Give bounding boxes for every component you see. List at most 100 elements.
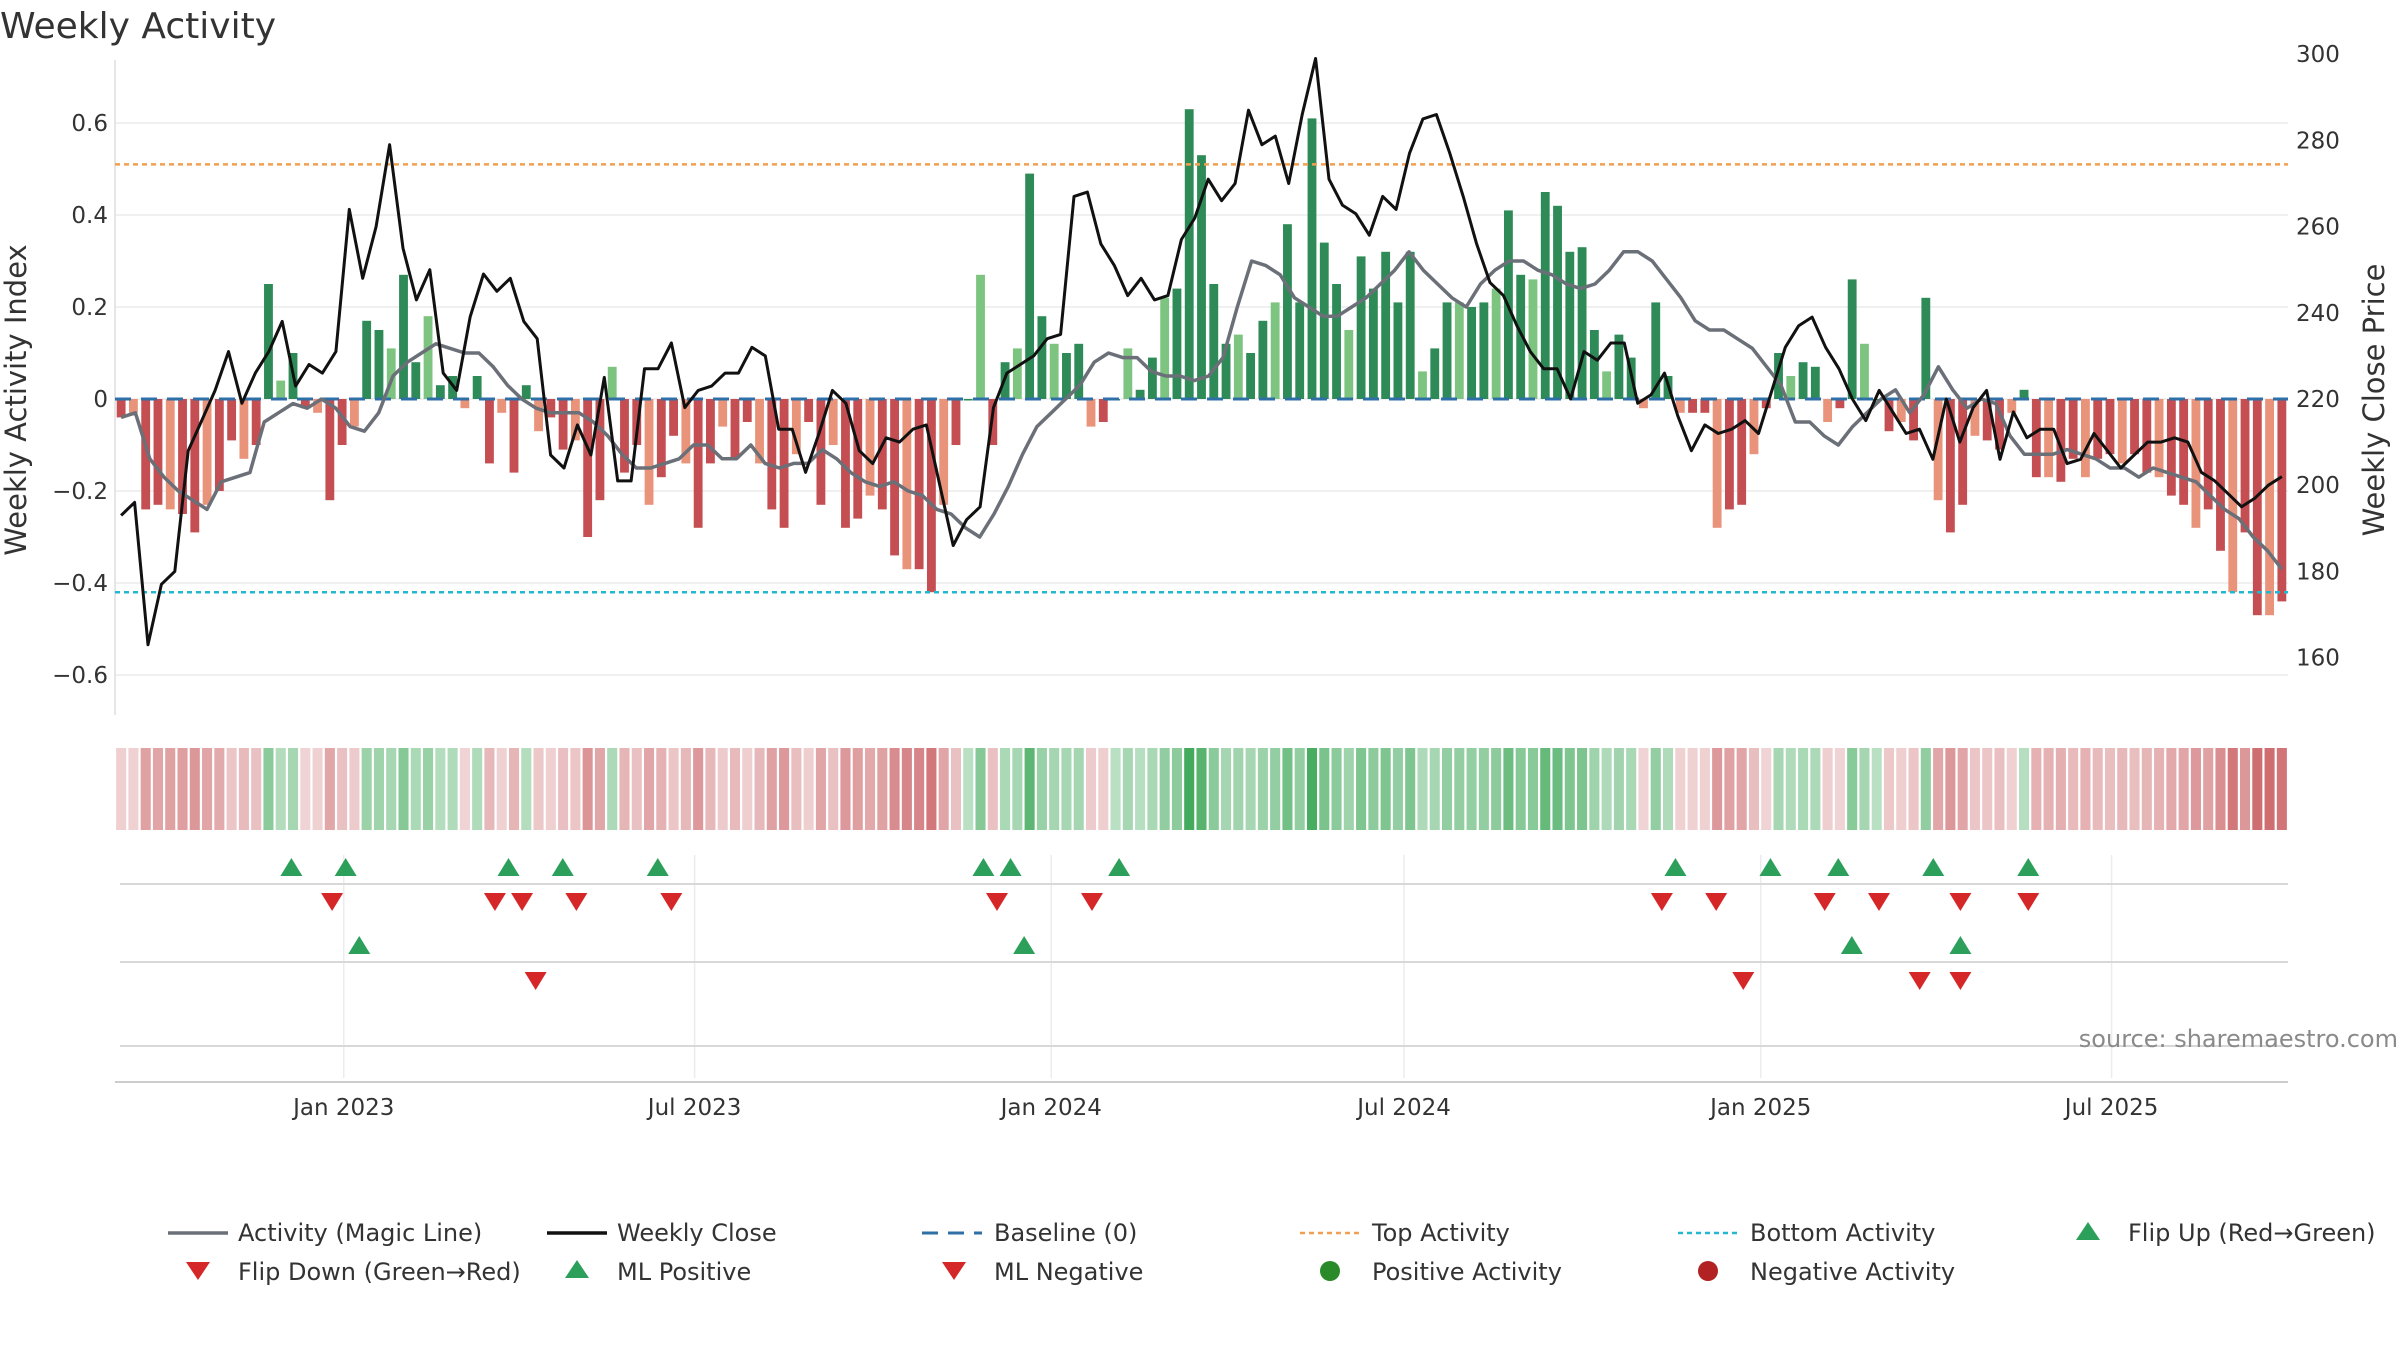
activity-strip-cell bbox=[2252, 748, 2263, 830]
activity-bar bbox=[349, 399, 359, 427]
y-tick-label-left: −0.4 bbox=[52, 571, 108, 597]
activity-strip-cell bbox=[558, 748, 569, 830]
activity-bar bbox=[1737, 399, 1747, 505]
chart-title: Weekly Activity bbox=[0, 6, 276, 47]
activity-bar bbox=[2240, 399, 2250, 533]
activity-bar bbox=[1344, 330, 1354, 399]
activity-bar bbox=[1774, 353, 1783, 399]
activity-strip-cell bbox=[1798, 748, 1809, 830]
activity-bar bbox=[411, 362, 421, 399]
activity-bar bbox=[128, 399, 138, 413]
legend-label: Negative Activity bbox=[1750, 1258, 1955, 1286]
activity-strip-cell bbox=[1319, 748, 1330, 830]
activity-bar bbox=[2007, 399, 2017, 413]
activity-bar bbox=[1393, 302, 1403, 399]
activity-bar bbox=[656, 399, 666, 478]
activity-strip-cell bbox=[1294, 748, 1305, 830]
legend-item-positive-activity: Positive Activity bbox=[1320, 1258, 1562, 1286]
activity-bar bbox=[1553, 205, 1562, 399]
activity-bar bbox=[1135, 389, 1145, 399]
legend-item-negative-activity: Negative Activity bbox=[1698, 1258, 1955, 1286]
ml-negative-icon bbox=[942, 1262, 966, 1280]
activity-strip-cell bbox=[1933, 748, 1944, 830]
activity-strip-cell bbox=[508, 748, 520, 830]
activity-strip-cell bbox=[1748, 748, 1759, 830]
activity-strip-cell bbox=[975, 748, 986, 830]
ml-negative-marker bbox=[660, 893, 683, 911]
activity-bar bbox=[300, 399, 310, 409]
activity-bar bbox=[1589, 330, 1599, 399]
activity-bar bbox=[693, 399, 703, 528]
activity-strip-cell bbox=[1110, 748, 1121, 830]
activity-bar bbox=[939, 399, 949, 505]
activity-strip-cell bbox=[1883, 748, 1895, 830]
activity-bar bbox=[1860, 343, 1869, 399]
activity-strip-cell bbox=[852, 748, 863, 830]
activity-bar bbox=[1356, 256, 1366, 399]
activity-strip-cell bbox=[2203, 748, 2214, 830]
ml-positive-marker bbox=[280, 858, 303, 876]
activity-strip-cell bbox=[2141, 748, 2152, 830]
legend-item-top-activity: Top Activity bbox=[1300, 1219, 1510, 1247]
ml-negative-marker bbox=[1080, 893, 1103, 911]
activity-bar bbox=[521, 385, 531, 399]
activity-bar bbox=[2265, 399, 2275, 616]
activity-bar bbox=[1810, 366, 1820, 399]
activity-strip-cell bbox=[2215, 748, 2226, 830]
activity-strip-cell bbox=[1061, 748, 1072, 830]
activity-bar bbox=[595, 399, 605, 501]
ml-positive-marker bbox=[2017, 858, 2040, 876]
activity-bar bbox=[791, 399, 801, 455]
activity-strip-cell bbox=[1147, 748, 1158, 830]
activity-strip-cell bbox=[1380, 748, 1391, 830]
legend-label: Flip Up (Red→Green) bbox=[2128, 1219, 2376, 1247]
activity-strip-cell bbox=[963, 748, 974, 830]
activity-strip-cell bbox=[1834, 748, 1845, 830]
activity-strip-cell bbox=[1122, 748, 1133, 830]
activity-bar bbox=[1025, 173, 1035, 399]
activity-bar bbox=[1467, 307, 1477, 399]
activity-strip-cell bbox=[1356, 748, 1367, 830]
activity-bar bbox=[313, 399, 322, 413]
activity-strip-cell bbox=[717, 748, 728, 830]
activity-bar bbox=[2019, 389, 2029, 399]
activity-strip-cell bbox=[582, 748, 593, 830]
activity-strip-cell bbox=[2190, 748, 2201, 830]
activity-bar bbox=[742, 399, 752, 422]
activity-strip-cell bbox=[1270, 748, 1281, 830]
activity-bar bbox=[1332, 284, 1341, 399]
activity-bar bbox=[1283, 224, 1292, 399]
activity-bar bbox=[1712, 399, 1722, 528]
activity-strip-cell bbox=[349, 748, 360, 830]
ml-positive-icon bbox=[565, 1260, 589, 1278]
activity-strip-cell bbox=[423, 748, 434, 830]
legend-label: Bottom Activity bbox=[1750, 1219, 1935, 1247]
legend-label: ML Negative bbox=[994, 1258, 1143, 1286]
activity-bar bbox=[460, 399, 470, 409]
ml-negative-marker bbox=[483, 893, 506, 911]
activity-bar bbox=[1197, 155, 1206, 399]
activity-bar bbox=[1368, 288, 1378, 399]
activity-strip-cell bbox=[496, 748, 507, 830]
ml-negative-marker bbox=[1949, 893, 1972, 911]
activity-bar bbox=[1835, 399, 1845, 409]
activity-strip-cell bbox=[1822, 748, 1833, 830]
ml-positive-marker bbox=[1827, 858, 1850, 876]
activity-strip-cell bbox=[950, 748, 961, 830]
activity-strip-cell bbox=[1454, 748, 1465, 830]
flip-up-icon bbox=[2076, 1222, 2100, 1240]
activity-strip-cell bbox=[754, 748, 765, 830]
ml-positive-marker bbox=[1108, 858, 1131, 876]
activity-bar bbox=[681, 399, 691, 464]
ml-positive-marker bbox=[497, 858, 520, 876]
activity-strip-cell bbox=[189, 748, 200, 830]
activity-strip-cell bbox=[1810, 748, 1821, 830]
activity-bar bbox=[1086, 399, 1096, 427]
reference-lines bbox=[115, 163, 2288, 594]
activity-bar bbox=[1786, 376, 1796, 399]
activity-strip-cell bbox=[263, 748, 274, 830]
activity-bar bbox=[1012, 348, 1022, 399]
activity-strip-cell bbox=[1257, 748, 1268, 830]
activity-strip-cell bbox=[631, 748, 642, 830]
legend-label: ML Positive bbox=[617, 1258, 751, 1286]
